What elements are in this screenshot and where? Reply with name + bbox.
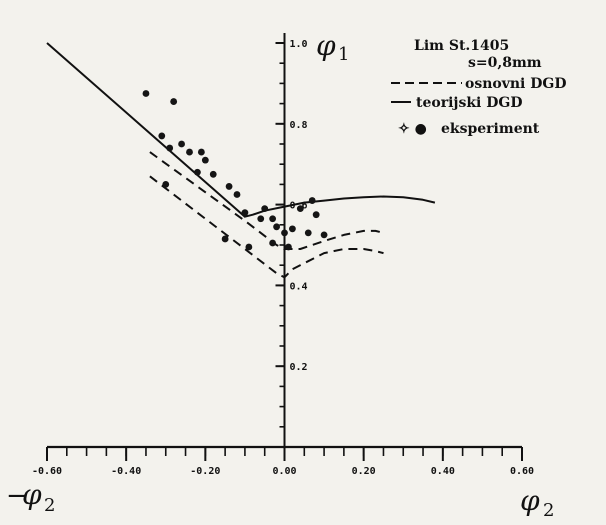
y-axis-label-subscript: 1 [338, 44, 349, 65]
y-tick-label: 0.2 [290, 362, 308, 373]
x-axis-label-left-symbol: φ [22, 478, 42, 511]
series-osnovni-dgd-line [149, 151, 384, 250]
x-tick-label: -0.60 [32, 466, 62, 477]
data-point [233, 191, 241, 198]
data-point [194, 168, 201, 176]
data-point [304, 229, 312, 237]
data-point [289, 225, 296, 233]
data-point [261, 205, 269, 213]
series-osnovni-dgd-line [149, 175, 384, 279]
x-tick-label: -0.40 [111, 466, 141, 477]
data-point [186, 148, 193, 156]
data-point [257, 215, 265, 223]
legend-entry-teorijski: teorijski DGD [416, 95, 522, 111]
data-point [166, 144, 174, 152]
data-point [209, 170, 217, 178]
data-point [269, 239, 277, 247]
x-axis-label-left-subscript: 2 [44, 495, 55, 516]
data-point [158, 132, 166, 140]
data-point [162, 181, 170, 188]
x-tick-label: 0.00 [272, 466, 296, 477]
data-point [308, 197, 316, 204]
data-point [273, 223, 280, 231]
data-point [269, 215, 277, 223]
data-point [170, 98, 178, 105]
y-tick-label: 0.4 [290, 281, 308, 292]
legend-title: Lim St.1405 [414, 38, 509, 54]
data-point [197, 148, 205, 156]
x-tick-label: 0.60 [510, 466, 534, 477]
legend-entry-eksperiment: eksperiment [441, 121, 540, 137]
y-axis-label-symbol: φ [316, 29, 336, 62]
data-point [178, 140, 185, 148]
data-point [281, 229, 288, 237]
y-tick-label: 1.0 [290, 39, 308, 50]
x-tick-label: 0.40 [431, 466, 455, 477]
x-axis-label-left-minus: − [6, 481, 28, 511]
x-tick-label: 0.20 [352, 466, 376, 477]
data-point [296, 205, 304, 213]
x-axis-label-right-subscript: 2 [543, 500, 554, 521]
legend-marker-icon: ✧ ● [398, 121, 427, 137]
legend: Lim St.1405 s=0,8mm osnovni DGD teorijsk… [391, 38, 566, 137]
x-tick-label: -0.20 [190, 466, 220, 477]
y-tick-label: 0.8 [290, 120, 308, 131]
data-point [241, 209, 249, 217]
data-point [312, 211, 320, 219]
data-point [221, 235, 229, 243]
data-point [225, 183, 233, 190]
data-point [285, 243, 292, 251]
points-layer [142, 90, 328, 251]
series-layer [46, 42, 436, 279]
x-axis-label-right-symbol: φ [520, 484, 540, 517]
labels-layer: φ 1 − φ 2 φ 2 [6, 29, 554, 521]
legend-entry-osnovni: osnovni DGD [465, 76, 566, 92]
data-point [320, 231, 328, 239]
legend-subtitle: s=0,8mm [468, 55, 542, 71]
data-point [142, 90, 150, 97]
series-teorijski-dgd-line [46, 42, 436, 218]
data-point [245, 243, 253, 251]
data-point [201, 156, 209, 164]
